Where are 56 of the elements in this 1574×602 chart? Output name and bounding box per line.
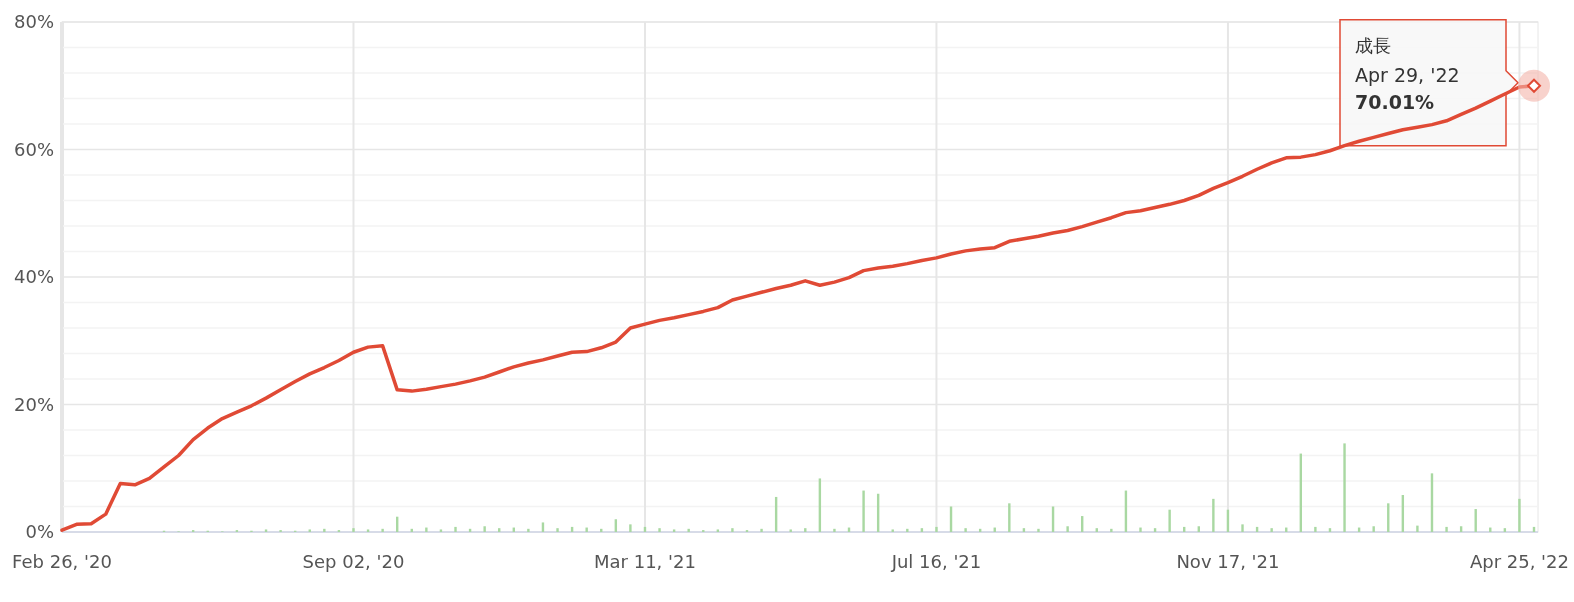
bar [658, 528, 661, 532]
bar [381, 528, 384, 532]
x-tick-label: Sep 02, '20 [302, 551, 405, 572]
bar [833, 528, 836, 532]
bar [789, 529, 792, 532]
bar [1008, 503, 1011, 532]
bar [1372, 526, 1375, 532]
bar [1139, 527, 1142, 532]
bar [264, 529, 268, 532]
bar [687, 528, 690, 532]
bar [352, 528, 355, 532]
bar [1066, 526, 1069, 532]
x-tick-label: Feb 26, '20 [12, 551, 112, 572]
bar [862, 490, 865, 532]
text: 成長 [1355, 34, 1391, 56]
bar [439, 529, 443, 532]
bar [1416, 525, 1419, 532]
bar [935, 526, 938, 532]
bar [1037, 528, 1040, 532]
bar [323, 528, 326, 532]
bar [1343, 443, 1346, 532]
bar [891, 529, 894, 532]
bar [731, 528, 734, 532]
bar [629, 524, 632, 532]
bar [1270, 528, 1273, 532]
x-tick-label: Nov 17, '21 [1176, 551, 1280, 572]
y-tick-label: 80% [13, 11, 54, 32]
x-tick-label: Mar 11, '21 [594, 551, 696, 572]
bar [454, 526, 457, 532]
bar [964, 528, 967, 532]
y-tick-label: 0% [25, 521, 54, 542]
y-tick-label: 40% [13, 266, 54, 287]
bar [425, 527, 428, 532]
bar [1110, 528, 1113, 532]
bar [483, 526, 486, 532]
y-tick-label: 60% [13, 138, 54, 160]
bar [308, 529, 311, 532]
bar [1314, 526, 1317, 532]
bar [760, 528, 763, 532]
bar [556, 528, 559, 532]
bar [366, 529, 370, 532]
x-tick-label: Jul 16, '21 [890, 551, 982, 572]
annotation: 70.01% [1355, 90, 1435, 113]
y-tick-label: 20% [13, 393, 54, 415]
bar [1241, 524, 1244, 532]
bar [1445, 526, 1448, 532]
bar [672, 529, 676, 532]
bar [716, 529, 720, 532]
bar [585, 527, 588, 532]
bar [1518, 498, 1521, 532]
bar [527, 528, 530, 532]
annotation: Apr 29, '22 [1355, 63, 1460, 86]
x-tick-label: Apr 25, '22 [1469, 551, 1569, 572]
bar [1168, 509, 1171, 532]
bar [1212, 498, 1215, 532]
bar [906, 528, 909, 532]
